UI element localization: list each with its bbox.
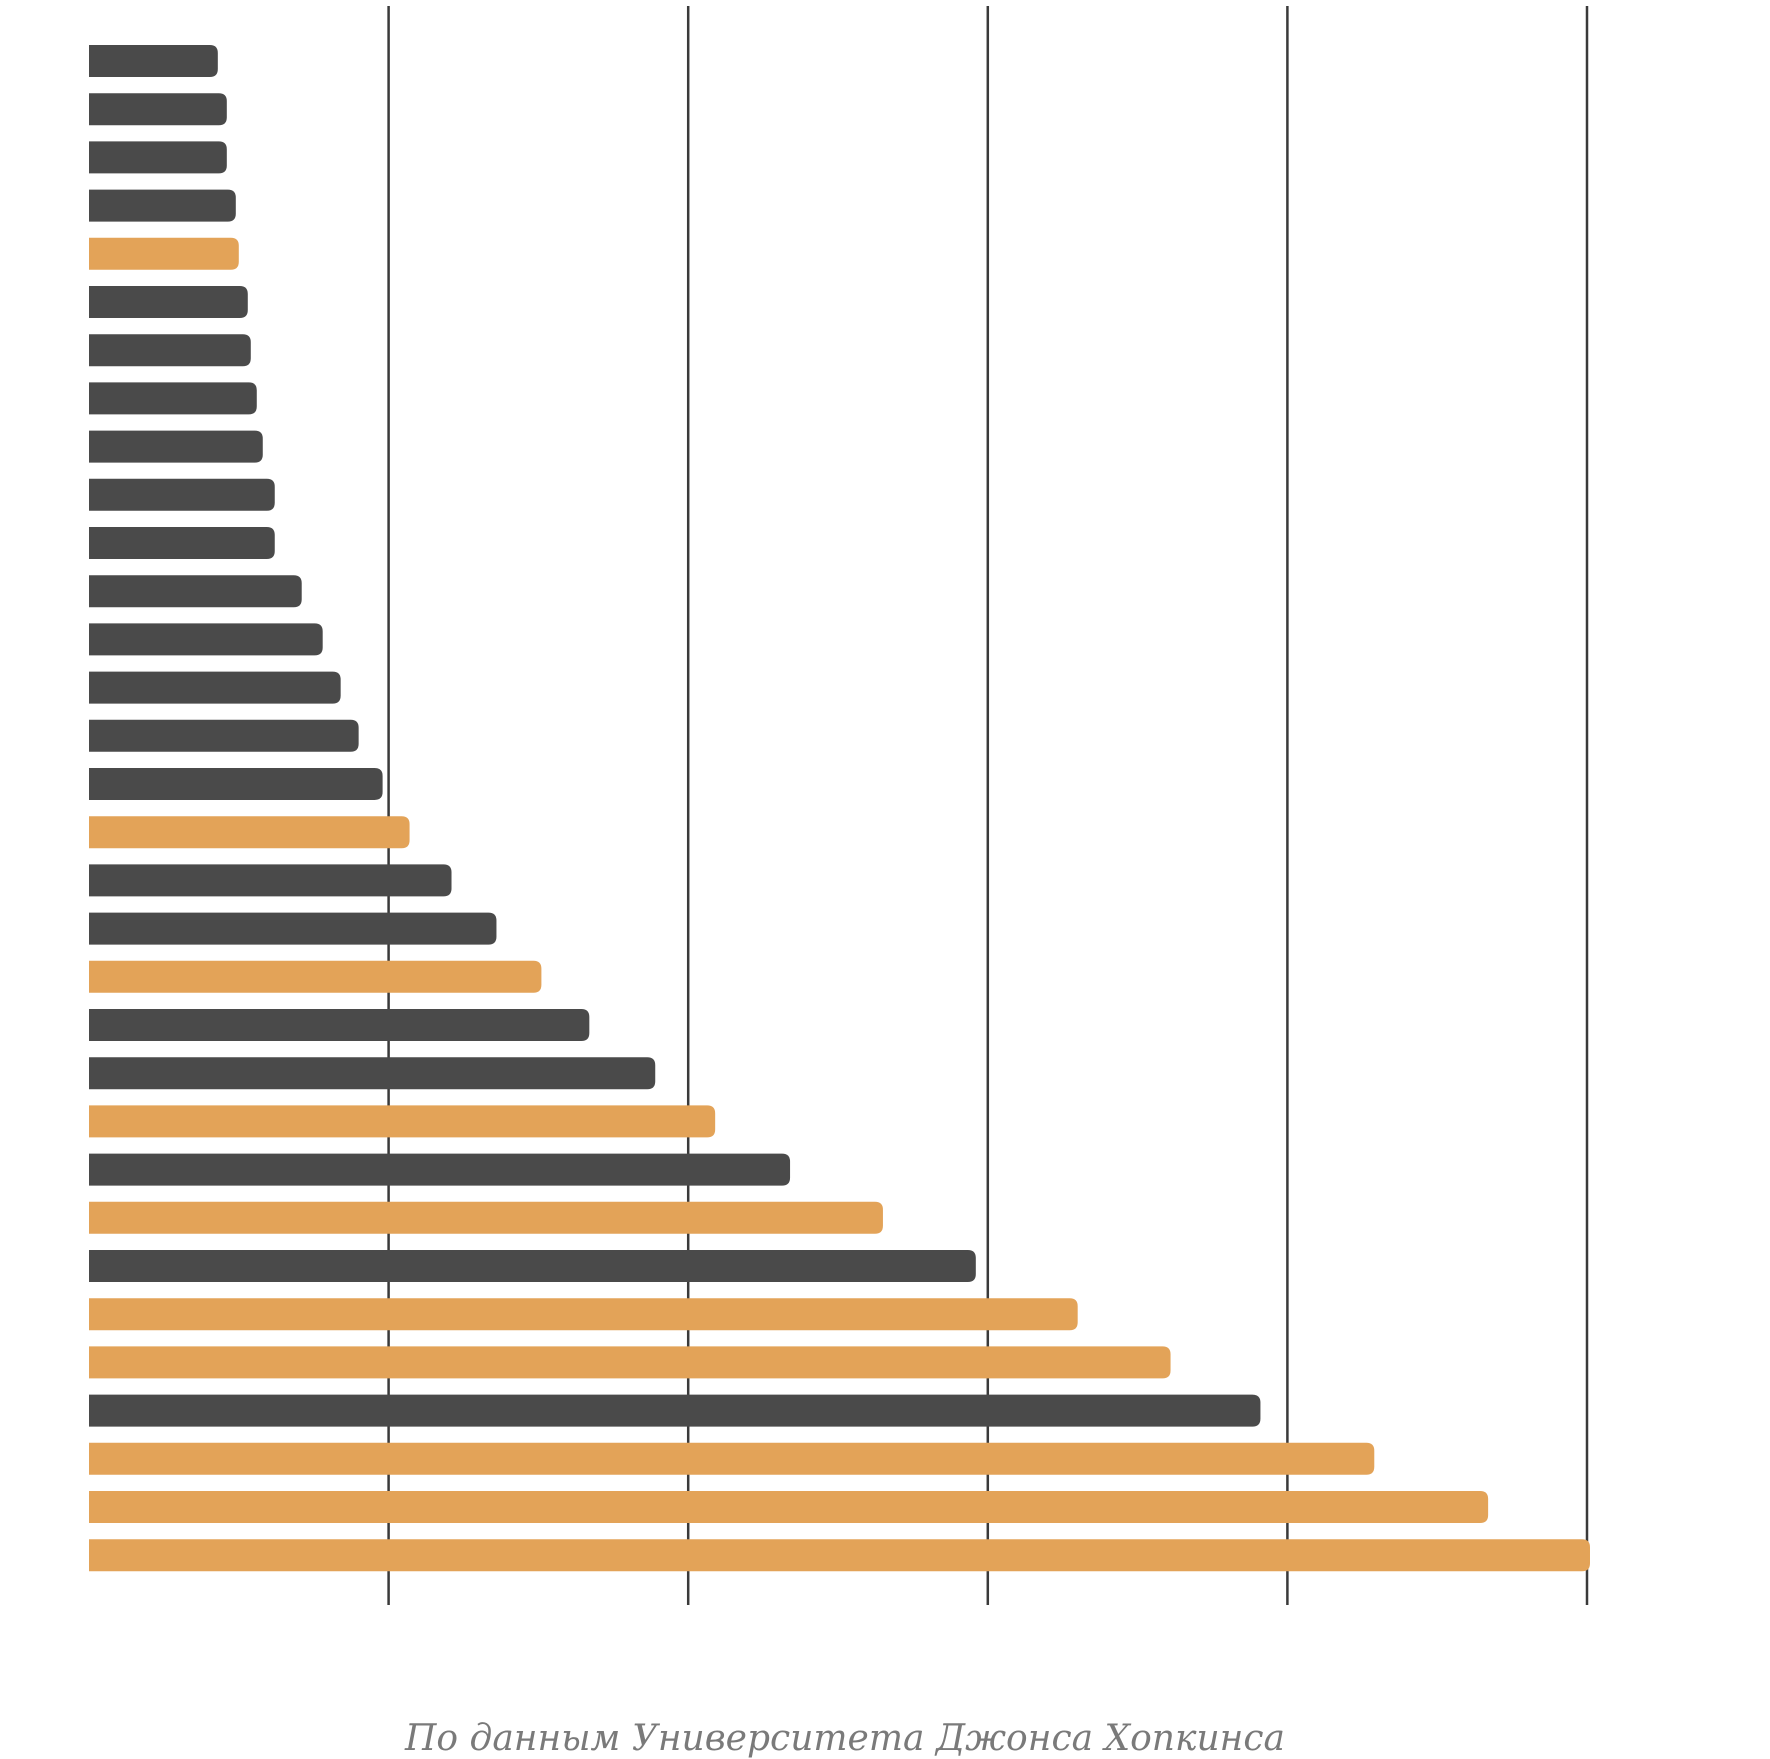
bar <box>89 1057 656 1090</box>
bar <box>89 623 323 656</box>
bar <box>89 1442 1375 1475</box>
bar <box>89 1298 1078 1331</box>
bar <box>89 1491 1489 1523</box>
bar <box>89 719 359 752</box>
bar <box>89 1250 976 1282</box>
bar <box>89 1153 791 1186</box>
bar <box>89 816 410 849</box>
bar <box>89 93 227 126</box>
bar <box>89 960 542 993</box>
bar <box>89 768 383 800</box>
bar <box>89 912 497 945</box>
bar <box>89 1346 1171 1379</box>
bar <box>89 671 341 704</box>
bar <box>89 189 236 222</box>
bar <box>89 237 239 270</box>
bar <box>89 334 251 367</box>
bar <box>89 1201 883 1234</box>
bar <box>89 382 257 415</box>
bar <box>89 430 263 463</box>
bar <box>89 575 302 608</box>
bars <box>89 45 1590 1572</box>
bar <box>89 1009 590 1041</box>
bar <box>89 478 275 511</box>
bar <box>89 45 218 77</box>
bar <box>89 1539 1590 1572</box>
bar <box>89 286 248 318</box>
bar <box>89 1105 716 1138</box>
bar <box>89 864 452 897</box>
bar <box>89 527 275 559</box>
source-caption: По данным Университета Джонса Хопкинса <box>404 1718 1286 1759</box>
bar <box>89 1394 1261 1427</box>
bar <box>89 141 227 174</box>
gridlines <box>387 6 1589 1605</box>
